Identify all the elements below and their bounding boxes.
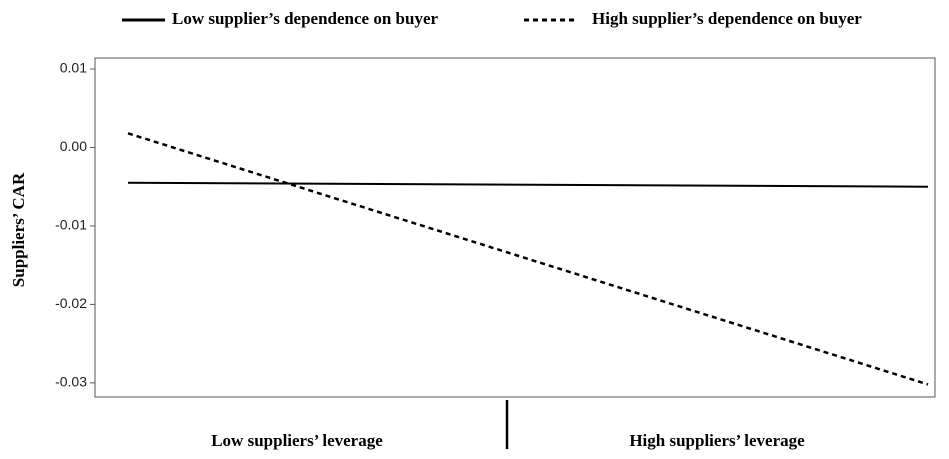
x-tick-label: High suppliers’ leverage xyxy=(629,431,805,450)
legend-label: High supplier’s dependence on buyer xyxy=(592,9,862,28)
plot-frame xyxy=(94,57,936,398)
y-tick-label: -0.03 xyxy=(55,374,87,390)
y-tick-label: -0.01 xyxy=(55,217,87,233)
legend-label: Low supplier’s dependence on buyer xyxy=(172,9,438,28)
y-tick-label: 0.00 xyxy=(60,138,87,154)
y-tick-label: -0.02 xyxy=(55,295,87,311)
line-series xyxy=(127,132,929,386)
x-tick-label: Low suppliers’ leverage xyxy=(211,431,383,450)
y-tick-label: 0.01 xyxy=(60,60,87,76)
line-series xyxy=(127,181,929,188)
y-axis-label: Suppliers’ CAR xyxy=(9,172,28,287)
